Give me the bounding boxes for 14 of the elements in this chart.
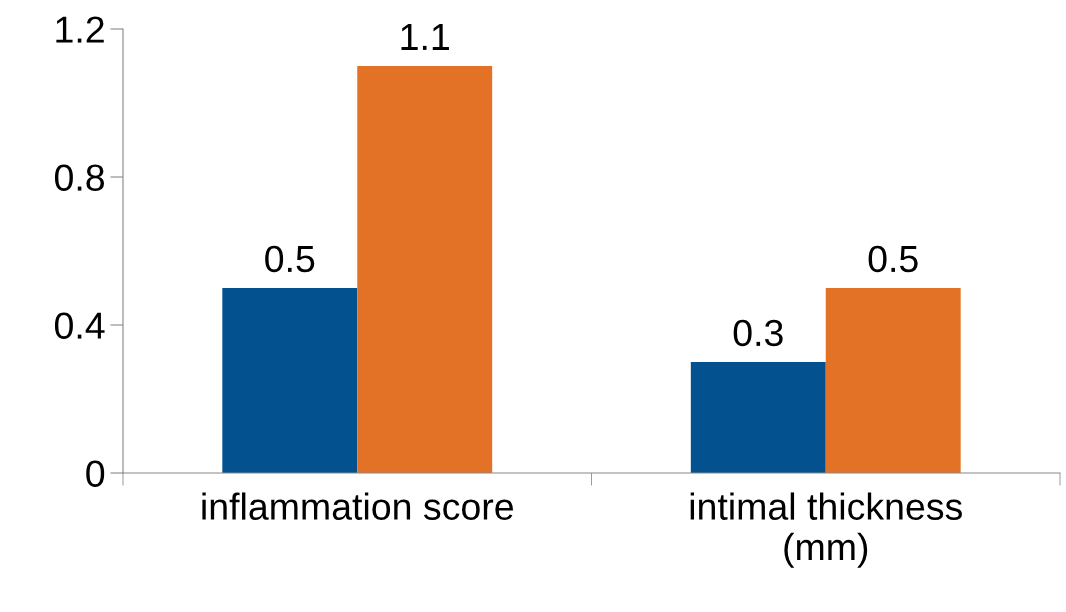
y-tick-label: 1.2 (56, 16, 104, 43)
data-label: 1.1 (401, 24, 449, 50)
data-label: 0.5 (265, 245, 315, 273)
bar (690, 362, 826, 473)
y-tick-label: 0.8 (54, 164, 105, 191)
data-label: 0.3 (733, 319, 783, 347)
y-tick-label: 0.4 (54, 312, 105, 339)
bar (357, 66, 493, 473)
x-tick-label: inflammation score (202, 492, 513, 520)
bar (222, 288, 358, 473)
y-tick-label: 0 (86, 460, 105, 487)
bar (825, 288, 961, 473)
x-tick-label: intimal thickness (mm) (690, 492, 962, 568)
data-label: 0.5 (868, 245, 918, 273)
